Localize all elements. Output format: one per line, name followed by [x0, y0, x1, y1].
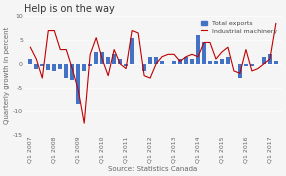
Bar [202, 42, 206, 64]
Bar [112, 54, 116, 64]
Bar [88, 64, 92, 66]
Bar [70, 64, 74, 80]
Bar [268, 54, 272, 64]
Bar [106, 57, 110, 64]
Legend: Total exports, Industrial machinery: Total exports, Industrial machinery [200, 20, 279, 35]
Bar [118, 59, 122, 64]
Bar [82, 64, 86, 71]
Bar [52, 64, 56, 71]
Bar [142, 64, 146, 71]
Bar [130, 38, 134, 64]
Bar [178, 59, 182, 64]
Bar [274, 61, 278, 64]
Bar [34, 64, 38, 69]
Bar [46, 64, 50, 70]
Bar [124, 64, 128, 66]
Bar [238, 64, 242, 78]
Bar [40, 64, 44, 66]
Bar [100, 52, 104, 64]
Bar [154, 57, 158, 64]
Bar [58, 64, 62, 69]
Bar [184, 57, 188, 64]
Bar [262, 57, 266, 64]
Bar [64, 64, 68, 78]
Bar [208, 61, 212, 64]
X-axis label: Source: Statistics Canada: Source: Statistics Canada [108, 166, 198, 172]
Bar [28, 59, 32, 64]
Bar [76, 64, 80, 104]
Y-axis label: Quarterly growth in percent: Quarterly growth in percent [4, 27, 10, 124]
Bar [250, 64, 254, 66]
Text: Help is on the way: Help is on the way [24, 4, 115, 14]
Bar [172, 61, 176, 64]
Bar [220, 59, 224, 64]
Bar [190, 59, 194, 64]
Bar [214, 61, 218, 64]
Bar [226, 57, 230, 64]
Bar [196, 35, 200, 64]
Bar [94, 52, 98, 64]
Bar [244, 64, 248, 66]
Bar [160, 61, 164, 64]
Bar [148, 57, 152, 64]
